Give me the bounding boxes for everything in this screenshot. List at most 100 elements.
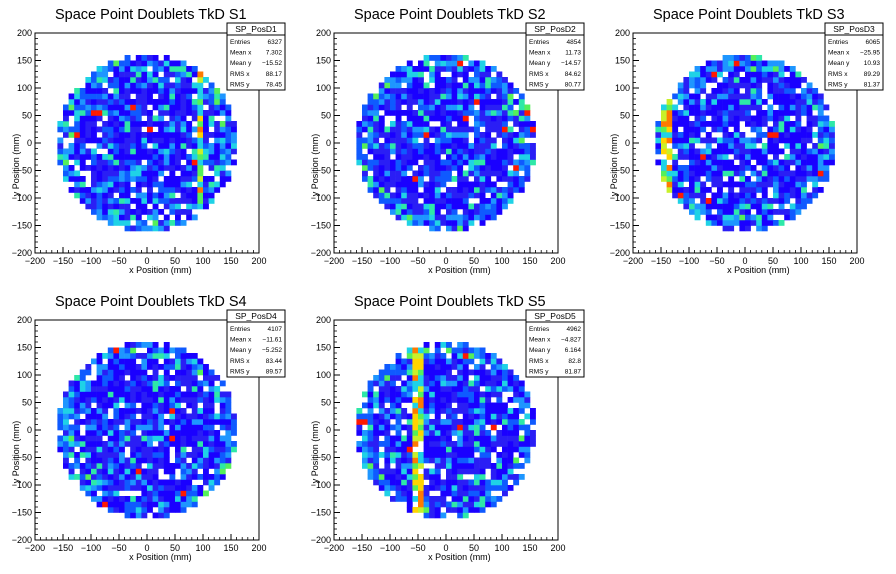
heatmap-bin [502,369,508,376]
heatmap-bin [135,419,142,425]
heatmap-bin [812,99,819,105]
heatmap-bin [434,176,441,182]
heatmap-bin [739,55,746,61]
heatmap-bin [390,165,396,171]
heatmap-bin [163,220,170,226]
heatmap-bin [756,203,763,210]
heatmap-bin [406,375,413,381]
heatmap-bin [395,463,402,469]
heatmap-bin [661,170,667,177]
heatmap-bin [490,214,497,221]
heatmap-bin [158,99,165,105]
heatmap-bin [74,419,81,425]
heatmap-bin [74,110,81,116]
heatmap-bin [124,82,131,89]
heatmap-bin [79,408,86,414]
heatmap-bin [761,198,768,204]
heatmap-bin [135,364,142,370]
heatmap-bin [203,88,209,94]
heatmap-bin [135,154,142,160]
heatmap-bin [412,468,419,475]
heatmap-bin [694,132,701,138]
heatmap-bin [113,60,120,67]
heatmap-bin [384,137,391,144]
heatmap-bin [451,419,458,425]
heatmap-bin [767,198,774,204]
heatmap-bin [457,463,464,469]
heatmap-bin [141,441,148,447]
heatmap-bin [186,430,193,436]
heatmap-bin [113,353,120,359]
heatmap-bin [384,380,391,387]
heatmap-bin [180,424,187,431]
heatmap-bin [102,457,109,464]
heatmap-bin [462,375,469,381]
heatmap-bin [384,187,391,193]
heatmap-bin [756,66,763,72]
heatmap-bin [96,165,103,171]
y-tick-label: −150 [12,221,32,231]
heatmap-bin [451,424,458,431]
heatmap-bin [823,143,830,149]
heatmap-bin [672,115,679,122]
heatmap-bin [384,192,391,199]
heatmap-bin [502,203,508,210]
heatmap-bin [406,71,413,78]
heatmap-bin [113,121,120,127]
heatmap-bin [163,375,170,381]
heatmap-bin [197,192,204,199]
heatmap-bin [711,66,718,72]
heatmap-bin [158,375,165,381]
heatmap-bin [406,380,413,387]
heatmap-bin [490,137,497,144]
heatmap-bin [147,214,153,221]
heatmap-bin [457,187,464,193]
heatmap-bin [135,496,142,502]
heatmap-bin [214,88,221,94]
heatmap-bin [490,463,497,469]
heatmap-bin [395,66,402,72]
heatmap-bin [203,479,209,486]
heatmap-bin [63,397,69,403]
y-tick-label: −200 [610,248,630,258]
heatmap-bin [175,375,181,381]
heatmap-bin [468,452,475,458]
heatmap-bin [756,209,763,215]
heatmap-bin [479,192,486,199]
heatmap-bin [373,159,380,166]
heatmap-bin [147,468,153,475]
heatmap-bin [823,132,830,138]
heatmap-bin [119,110,125,116]
heatmap-bin [378,441,385,447]
heatmap-bin [169,424,176,431]
heatmap-bin [446,402,452,409]
heatmap-bin [141,364,148,370]
heatmap-bin [739,203,746,210]
heatmap-bin [91,485,97,491]
heatmap-bin [395,214,402,221]
stats-box-frame [824,22,884,91]
heatmap-bin [175,397,181,403]
heatmap-bin [107,181,114,188]
heatmap-bin [446,463,452,469]
heatmap-bin [750,187,757,193]
heatmap-bin [180,132,187,138]
heatmap-bin [518,104,525,111]
heatmap-bin [163,148,170,155]
heatmap-bin [141,99,148,105]
heatmap-bin [203,490,209,497]
heatmap-bin [401,424,408,431]
heatmap-bin [180,430,187,436]
heatmap-bin [68,93,75,100]
heatmap-bin [474,353,480,359]
heatmap-bin [434,402,441,409]
heatmap-bin [113,402,120,409]
heatmap-bin [434,452,441,458]
heatmap-bin [135,375,142,381]
heatmap-bin [362,391,368,398]
heatmap-bin [789,126,796,133]
heatmap-bin [457,380,464,387]
heatmap-bin [812,104,819,111]
heatmap-bin [479,364,486,370]
heatmap-bin [761,165,768,171]
